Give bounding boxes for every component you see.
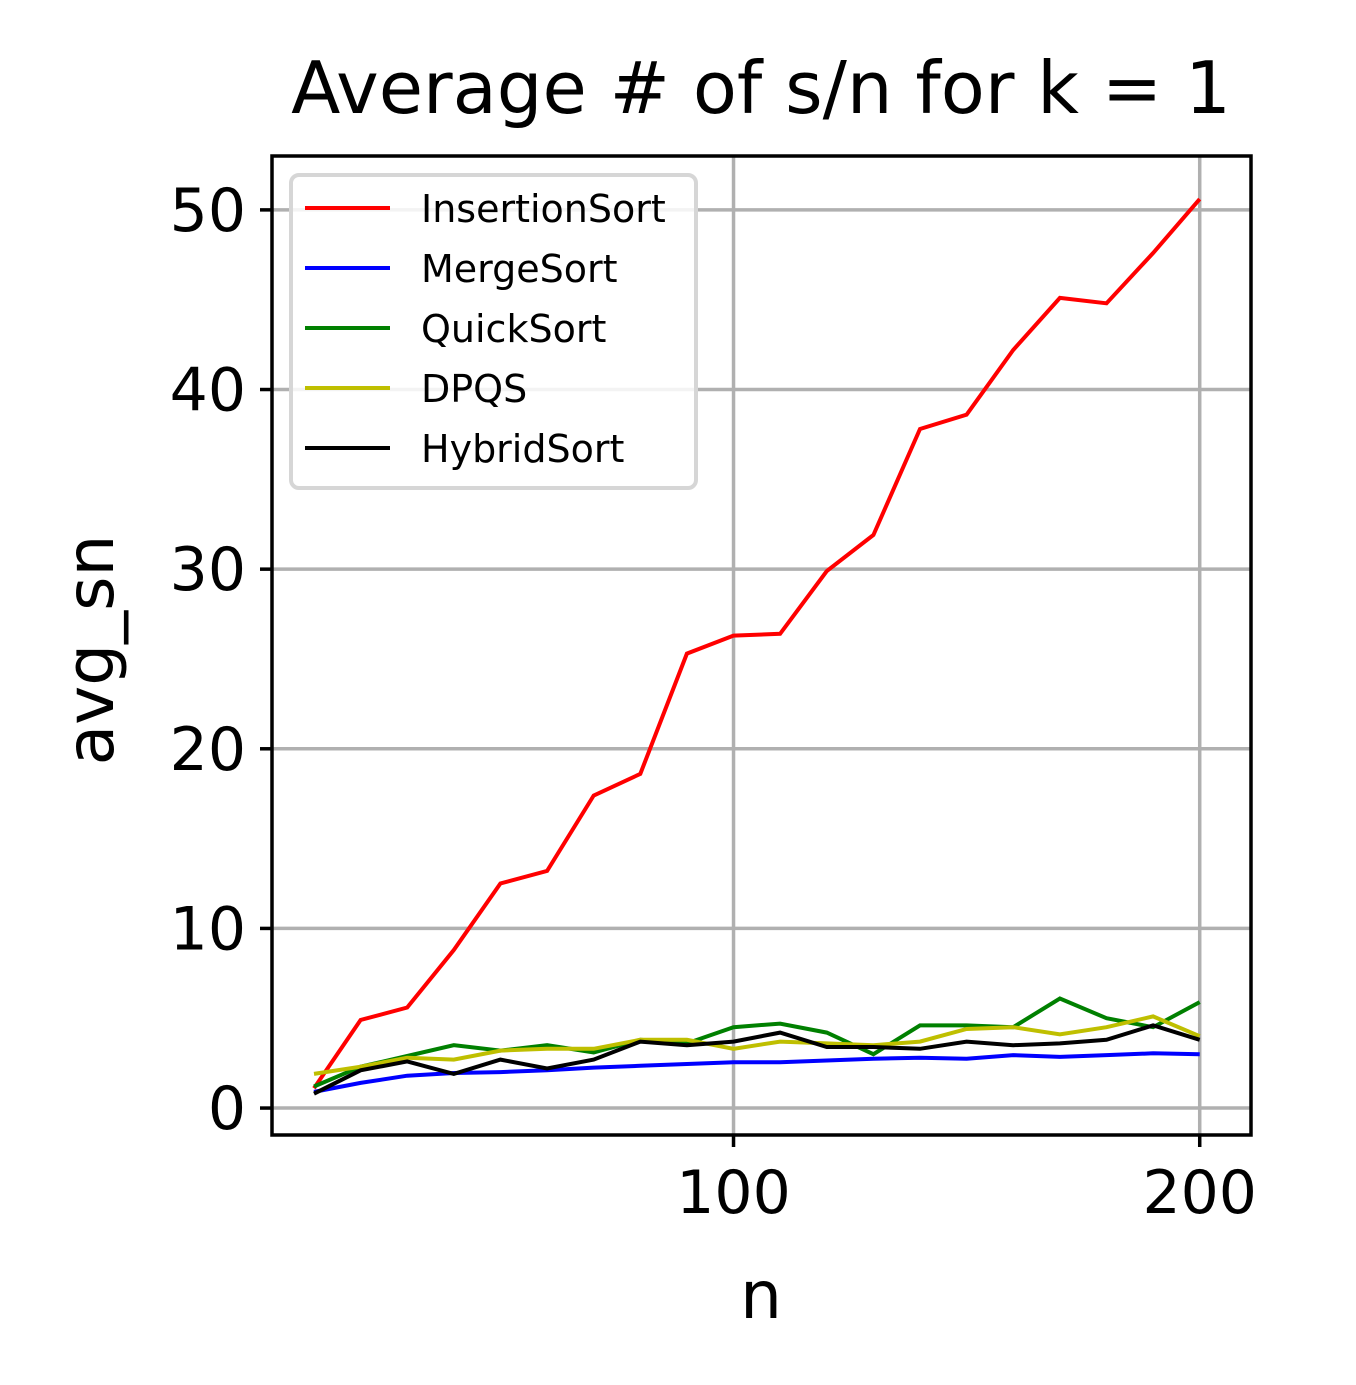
y-tick-label: 20	[170, 715, 246, 785]
series-line-quicksort	[313, 996, 1201, 1089]
legend-label: HybridSort	[421, 427, 624, 471]
y-axis-label: avg_sn	[52, 535, 129, 766]
series-line-dpqs	[313, 1014, 1201, 1076]
chart-title: Average # of s/n for k = 1	[291, 46, 1231, 130]
legend-label: InsertionSort	[421, 187, 666, 231]
plot-frame	[270, 154, 1253, 1137]
y-tick-label: 40	[170, 356, 246, 426]
y-tick-label: 50	[170, 176, 246, 246]
x-tick-label: 100	[676, 1158, 791, 1228]
x-tick-label: 200	[1142, 1158, 1257, 1228]
legend-box	[289, 173, 698, 490]
y-tick-label: 0	[208, 1074, 246, 1144]
ticks: 0 10 20 30 40 50 100 200	[170, 176, 1257, 1228]
x-axis-label: n	[740, 1257, 782, 1334]
legend-label: QuickSort	[421, 307, 606, 351]
legend: InsertionSort MergeSort QuickSort DPQS Hybri…	[289, 173, 698, 490]
legend-label: DPQS	[421, 367, 527, 411]
y-tick-label: 10	[170, 894, 246, 964]
series-line-insertionsort	[312, 197, 1202, 1090]
legend-label: MergeSort	[421, 247, 618, 291]
series-line-hybridsort	[313, 1023, 1201, 1096]
series-lines	[312, 197, 1202, 1096]
grid	[272, 156, 1251, 1135]
y-tick-label: 30	[170, 535, 246, 605]
